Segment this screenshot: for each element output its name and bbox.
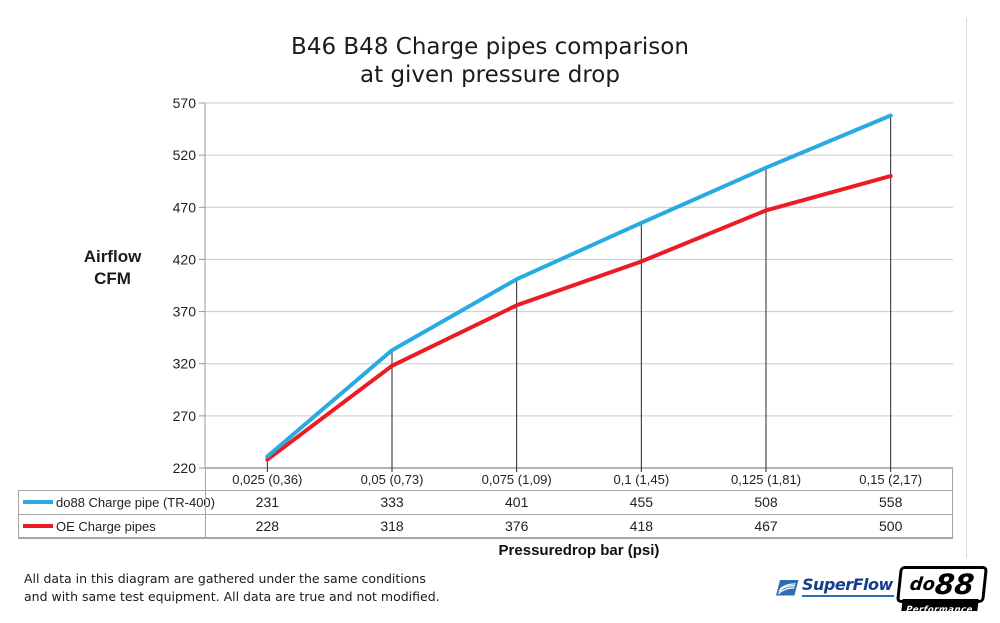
- y-tick-label-470: 470: [173, 199, 197, 215]
- do88-logo-subtext: Performance: [905, 605, 974, 615]
- superflow-waves-icon: [776, 579, 799, 596]
- y-axis-title: Airflow CFM: [55, 246, 170, 290]
- table-border-3: [18, 490, 19, 538]
- value-cell-1-0: 228: [255, 518, 280, 534]
- value-cell-0-1: 333: [380, 494, 404, 510]
- chart-title-line1: B46 B48 Charge pipes comparison: [291, 34, 689, 60]
- y-tick-label-270: 270: [173, 408, 197, 424]
- y-tick-label-420: 420: [173, 251, 197, 267]
- do88-logo-text-prefix: do: [908, 573, 937, 595]
- table-border-0: [18, 490, 953, 491]
- footer-note: All data in this diagram are gathered un…: [24, 570, 544, 605]
- category-label-0: 0,025 (0,36): [232, 472, 303, 487]
- series-line-oe-charge-pipes: [265, 174, 893, 462]
- superflow-logo-underline: [802, 595, 894, 597]
- category-label-3: 0,1 (1,45): [613, 472, 670, 487]
- y-tick-label-370: 370: [173, 304, 197, 320]
- y-axis-title-line1: Airflow: [83, 247, 142, 266]
- value-cell-1-4: 467: [754, 518, 778, 534]
- do88-logo: do 88 Performance: [896, 566, 988, 615]
- table-border-1: [18, 514, 953, 515]
- legend-label-0: do88 Charge pipe (TR-400): [56, 494, 215, 510]
- series-line-do88-charge-pipe-tr-400-: [265, 113, 893, 459]
- y-tick-label-320: 320: [173, 356, 197, 372]
- do88-logo-text-suffix: 88: [933, 567, 976, 601]
- value-cell-0-4: 508: [754, 494, 778, 510]
- legend-label-1: OE Charge pipes: [56, 518, 156, 534]
- table-border-5: [952, 468, 953, 538]
- legend-cell-0: do88 Charge pipe (TR-400): [18, 490, 215, 514]
- do88-logo-performance-bar: Performance: [901, 599, 979, 615]
- value-cell-0-0: 231: [255, 494, 280, 510]
- value-cell-1-1: 318: [380, 518, 404, 534]
- value-cell-0-5: 558: [879, 494, 903, 510]
- chart-title-line2: at given pressure drop: [360, 62, 620, 88]
- value-row-0: 231 333 401 455 508 558: [205, 490, 953, 514]
- do88-logo-box: do 88: [896, 566, 988, 603]
- category-label-row: 0,025 (0,36) 0,05 (0,73) 0,075 (1,09) 0,1 (…: [205, 468, 953, 490]
- legend-cell-1: OE Charge pipes: [18, 514, 205, 538]
- value-cell-0-3: 455: [629, 494, 654, 510]
- x-axis-title: Pressuredrop bar (psi): [498, 542, 660, 559]
- y-axis-title-line2: CFM: [94, 269, 131, 288]
- table-border-4: [205, 468, 206, 538]
- category-label-1: 0,05 (0,73): [360, 472, 424, 487]
- value-row-1: 228 318 376 418 467 500: [205, 514, 953, 538]
- chart-title: B46 B48 Charge pipes comparison at given…: [0, 33, 980, 89]
- value-cell-1-5: 500: [879, 518, 903, 534]
- value-cell-1-3: 418: [629, 518, 654, 534]
- category-label-2: 0,075 (1,09): [481, 472, 552, 487]
- value-cell-0-2: 401: [505, 494, 529, 510]
- superflow-logo-text: SuperFlow: [802, 575, 893, 594]
- category-label-5: 0,15 (2,17): [859, 472, 923, 487]
- y-tick-label-570: 570: [173, 95, 197, 111]
- y-tick-label-220: 220: [173, 460, 197, 476]
- legend-swatch-1: [23, 524, 53, 528]
- footer-note-line1: All data in this diagram are gathered un…: [24, 571, 426, 586]
- category-label-4: 0,125 (1,81): [730, 472, 802, 487]
- legend-swatch-0: [23, 500, 53, 504]
- value-cell-1-2: 376: [505, 518, 529, 534]
- chart-area-right-border: [966, 18, 967, 558]
- superflow-logo: SuperFlow: [776, 573, 894, 609]
- footer-note-line2: and with same test equipment. All data a…: [24, 588, 440, 604]
- y-tick-label-520: 520: [173, 147, 197, 163]
- table-border-2: [18, 537, 953, 539]
